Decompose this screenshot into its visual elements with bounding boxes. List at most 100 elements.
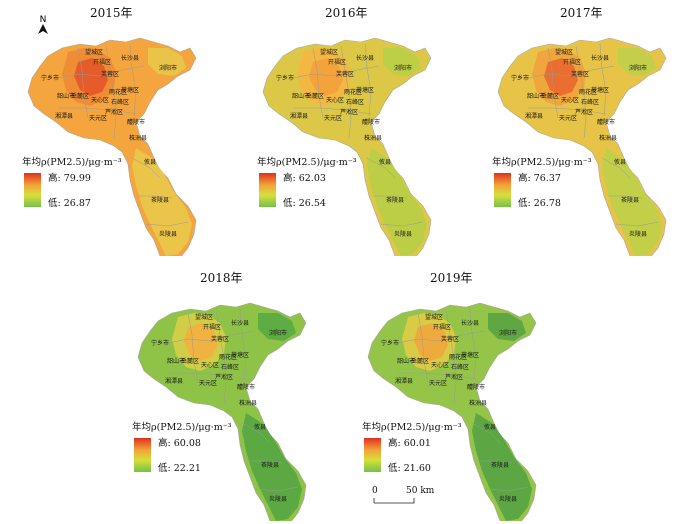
east-zone	[618, 48, 656, 76]
district-label: 醴陵市	[127, 118, 145, 126]
district-label: 望城区	[320, 48, 338, 56]
district-label: 茶陵县	[261, 461, 279, 469]
district-label: 石峰区	[451, 363, 469, 371]
legend: 年均ρ(PM2.5)/μg·m⁻³ 高: 60.01 低: 21.60	[362, 423, 462, 473]
district-boundary	[57, 65, 145, 79]
district-label: 湘潭县	[395, 377, 413, 385]
district-label: 炎陵县	[269, 495, 287, 503]
district-boundary	[528, 107, 607, 115]
district-boundary	[397, 330, 485, 344]
legend-color-ramp	[364, 438, 381, 472]
legend-title: 年均ρ(PM2.5)/μg·m⁻³	[22, 157, 122, 168]
map-panel-2016: 望城区 开福区 长沙县 宁乡市 芙蓉区 浏阳市 岳麓区 雨花区 天心区 韶山市 石峰区 荷塘区 芦淞区湘…	[245, 0, 475, 256]
legend-color-ramp	[494, 173, 511, 207]
district-label: 宁乡市	[511, 74, 529, 82]
district-boundary	[398, 372, 477, 380]
district-boundary	[445, 310, 457, 404]
district-label: 株洲县	[364, 134, 382, 142]
legend-color-ramp	[259, 173, 276, 207]
district-label: 雨花区	[449, 353, 467, 361]
district-label: 岳麓区	[181, 357, 199, 365]
south-zone	[472, 413, 532, 521]
district-boundary	[615, 221, 659, 227]
district-label: 醴陵市	[597, 118, 615, 126]
core-zone	[309, 58, 343, 96]
legend: 年均ρ(PM2.5)/μg·m⁻³ 高: 76.37 低: 26.78	[492, 158, 592, 208]
district-label: 长沙县	[356, 54, 374, 62]
district-label: 株洲县	[599, 134, 617, 142]
district-label: 韶山市	[527, 92, 545, 100]
district-boundary	[547, 47, 559, 119]
district-boundary	[312, 47, 324, 119]
legend: 年均ρ(PM2.5)/μg·m⁻³ 高: 79.99 低: 26.87	[22, 157, 122, 208]
legend-high: 高: 60.01	[388, 438, 431, 449]
district-label: 荷塘区	[231, 351, 249, 359]
district-boundary	[239, 308, 247, 382]
legend-high: 高: 79.99	[48, 173, 91, 184]
district-boundary	[575, 45, 587, 139]
district-boundary	[340, 45, 352, 139]
district-boundary	[364, 43, 372, 117]
district-label: 岳麓区	[71, 92, 89, 100]
district-label: 长沙县	[591, 54, 609, 62]
district-label: 岳麓区	[541, 92, 559, 100]
district-boundary	[469, 308, 477, 382]
district-label: 雨花区	[579, 88, 597, 96]
district-label: 望城区	[555, 48, 573, 56]
panel-year-title: 2018年	[200, 271, 243, 285]
district-boundary	[129, 43, 137, 117]
district-label: 荷塘区	[356, 86, 374, 94]
district-label: 浏阳市	[269, 329, 287, 337]
district-label: 芙蓉区	[211, 335, 229, 343]
district-label: 天元区	[89, 115, 107, 122]
district-boundary	[145, 221, 189, 227]
district-label: 天元区	[199, 380, 217, 387]
district-label: 芙蓉区	[441, 335, 459, 343]
panel-year-title: 2017年	[560, 6, 603, 20]
district-label: 开福区	[93, 58, 111, 66]
district-label: 荷塘区	[461, 351, 479, 359]
district-label: 宁乡市	[151, 339, 169, 347]
district-boundary	[131, 157, 161, 179]
district-boundary	[599, 43, 607, 117]
legend-high: 高: 76.37	[518, 173, 561, 184]
district-label: 天心区	[431, 362, 449, 369]
district-boundary	[77, 47, 89, 119]
district-boundary	[608, 195, 643, 199]
district-label: 株洲县	[469, 399, 487, 407]
district-boundary	[215, 310, 227, 404]
district-boundary	[601, 157, 631, 179]
district-boundary	[167, 330, 255, 344]
legend-title: 年均ρ(PM2.5)/μg·m⁻³	[257, 157, 357, 168]
legend-low: 低: 26.87	[48, 198, 91, 209]
district-label: 芦淞区	[575, 108, 593, 116]
district-label: 天元区	[559, 115, 577, 122]
district-label: 攸县	[254, 423, 266, 431]
legend-low: 低: 26.78	[518, 198, 561, 209]
district-label: 开福区	[563, 58, 581, 66]
district-label: 天心区	[91, 97, 109, 104]
district-label: 浏阳市	[394, 64, 412, 72]
district-label: 炎陵县	[629, 230, 647, 238]
district-boundary	[138, 195, 173, 199]
map-panel-2019: 望城区 开福区 长沙县 宁乡市 芙蓉区 浏阳市 岳麓区 雨花区 天心区 韶山市 石峰区 荷塘区 芦淞区湘…	[350, 265, 580, 521]
scale-zero: 0	[372, 486, 378, 496]
district-label: 石峰区	[581, 98, 599, 106]
east-zone	[488, 313, 526, 341]
district-label: 芦淞区	[340, 108, 358, 116]
district-label: 雨花区	[219, 353, 237, 361]
north-arrow-icon: N	[38, 15, 48, 34]
district-label: 长沙县	[231, 319, 249, 327]
district-label: 炎陵县	[394, 230, 412, 238]
district-label: 茶陵县	[491, 461, 509, 469]
legend-high: 高: 62.03	[283, 173, 326, 184]
district-label: 长沙县	[461, 319, 479, 327]
map-panel-2017: 望城区 开福区 长沙县 宁乡市 芙蓉区 浏阳市 岳麓区 雨花区 天心区 韶山市 石峰区 荷塘区 芦淞区湘…	[480, 0, 700, 256]
scale-distance: 50 km	[406, 486, 435, 496]
district-label: 湘潭县	[290, 112, 308, 120]
district-label: 茶陵县	[621, 196, 639, 204]
district-boundary	[58, 107, 137, 115]
south-zone	[132, 148, 192, 256]
